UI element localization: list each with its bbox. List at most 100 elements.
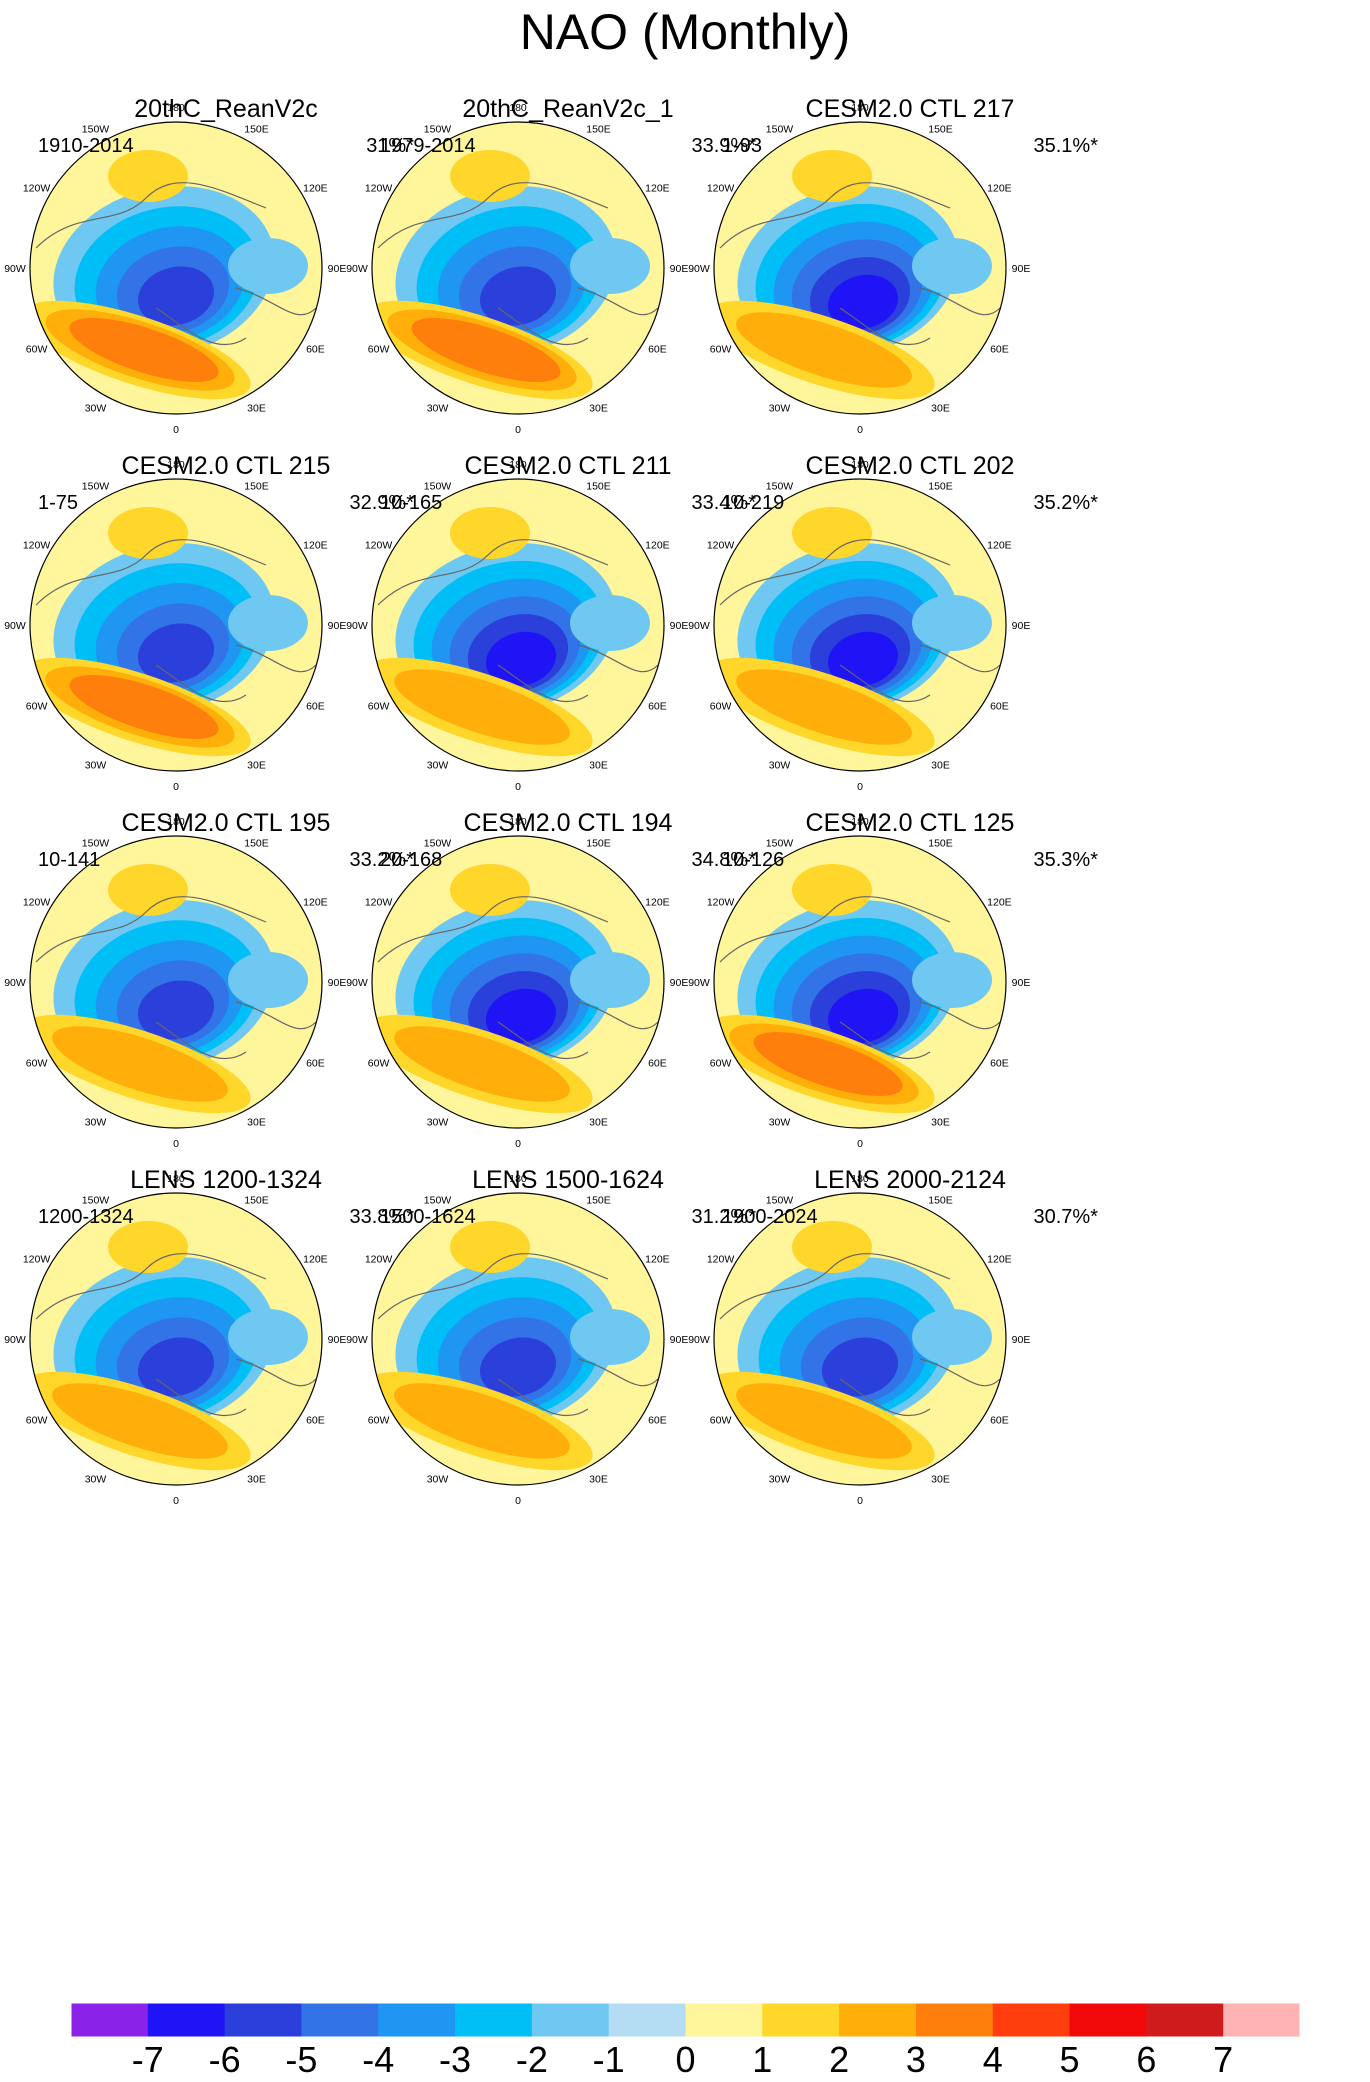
longitude-label: 150W [82,124,110,136]
longitude-label: 90E [670,620,689,632]
colorbar-segment [71,2003,149,2037]
longitude-label: 150E [928,838,953,850]
map-panel: 180 150E 120E 90E 60E 30E 0 30W 60W 90W 120W 150W CE… [0,714,452,1179]
longitude-label: 90E [670,263,689,275]
longitude-label: 150W [82,1195,110,1207]
longitude-label: 0 [515,1138,521,1150]
panel-title: CESM2.0 CTL 194 [463,809,673,837]
longitude-label: 150W [766,838,794,850]
longitude-label: 180 [509,816,527,828]
map-border [29,1192,323,1486]
longitude-label: 180 [509,102,527,114]
map-border [371,478,665,772]
longitude-label: 30W [769,759,791,771]
longitude-label: 60E [306,701,325,713]
longitude-label: 90E [1012,977,1031,989]
longitude-label: 90W [4,977,26,989]
map-fill [372,479,664,771]
longitude-label: 60W [710,1415,732,1427]
longitude-label: 120E [303,897,328,909]
contour-high [450,1221,530,1273]
longitude-label: 30W [85,402,107,414]
contour-low [912,1309,992,1365]
map-panel: 180 150E 120E 90E 60E 30E 0 30W 60W 90W 120W 150W 20… [0,0,452,465]
longitude-label: 150E [586,838,611,850]
longitude-label: 150W [424,124,452,136]
colorbar-segment [762,2003,840,2037]
longitude-label: 60W [710,701,732,713]
contour-low [228,238,308,294]
longitude-label: 120W [23,540,51,552]
longitude-label: 180 [851,102,869,114]
longitude-label: 30W [769,1473,791,1485]
polar-map: 180 150E 120E 90E 60E 30E 0 30W 60W 90W 120W 150W [4,816,346,1150]
map-fill [372,1193,664,1485]
colorbar-label: 2 [829,2039,849,2080]
map-fill [714,122,1006,414]
contour-low [912,952,992,1008]
panel-period: 10-165 [380,492,443,514]
longitude-label: 60W [710,1058,732,1070]
panel-title: LENS 1200-1324 [130,1166,322,1194]
longitude-label: 60W [26,344,48,356]
colorbar-segment [455,2003,533,2037]
map-fill [30,479,322,771]
longitude-label: 120E [987,540,1012,552]
longitude-label: 90E [670,977,689,989]
contour-low [570,1309,650,1365]
longitude-label: 150W [766,124,794,136]
coastline [719,182,1001,346]
coastline [719,539,1001,703]
map-border [29,835,323,1129]
longitude-label: 150E [586,124,611,136]
contour-high [108,507,188,559]
figure-title: NAO (Monthly) [519,4,851,60]
coastline [35,1253,317,1417]
panel-period: 20-168 [380,849,443,871]
colorbar-label: 7 [1213,2039,1233,2080]
colorbar-label: -4 [362,2039,394,2080]
longitude-label: 150E [586,1195,611,1207]
longitude-label: 90W [346,620,368,632]
panel-variance: 31%* [366,135,414,157]
contour-high [411,318,561,382]
contour-high [52,1026,228,1102]
longitude-label: 120E [987,1254,1012,1266]
longitude-label: 0 [173,781,179,793]
contour-low [570,595,650,651]
map-panel: 180 150E 120E 90E 60E 30E 0 30W 60W 90W 120W 150W CE… [684,714,1136,1179]
longitude-label: 90E [1012,620,1031,632]
contour-high [394,1383,570,1459]
contour-high [450,150,530,202]
longitude-label: 30E [247,402,266,414]
contour-high [69,675,219,739]
longitude-label: 180 [851,816,869,828]
panel-title: CESM2.0 CTL 195 [121,809,331,837]
longitude-label: 30W [769,1116,791,1128]
panel-title: CESM2.0 CTL 202 [805,452,1015,480]
longitude-label: 180 [167,459,185,471]
longitude-label: 60E [990,1415,1009,1427]
longitude-label: 150E [928,1195,953,1207]
contour-high [108,150,188,202]
longitude-label: 90E [1012,263,1031,275]
polar-map: 180 150E 120E 90E 60E 30E 0 30W 60W 90W 120W 150W [346,1173,688,1507]
longitude-label: 120E [645,183,670,195]
longitude-label: 60E [990,344,1009,356]
longitude-label: 0 [173,1138,179,1150]
longitude-label: 180 [851,1173,869,1185]
colorbar-label: -6 [209,2039,241,2080]
contour-high [394,669,570,745]
longitude-label: 150E [244,1195,269,1207]
contour-low [228,952,308,1008]
coastline [377,1253,659,1417]
longitude-label: 150E [928,481,953,493]
panel-period: 1979-2014 [380,135,476,157]
contour-high [69,318,219,382]
contour-low [821,1337,899,1397]
longitude-label: 180 [851,459,869,471]
longitude-label: 30E [931,759,950,771]
longitude-label: 90W [688,620,710,632]
map-border [29,121,323,415]
colorbar-segment [224,2003,302,2037]
